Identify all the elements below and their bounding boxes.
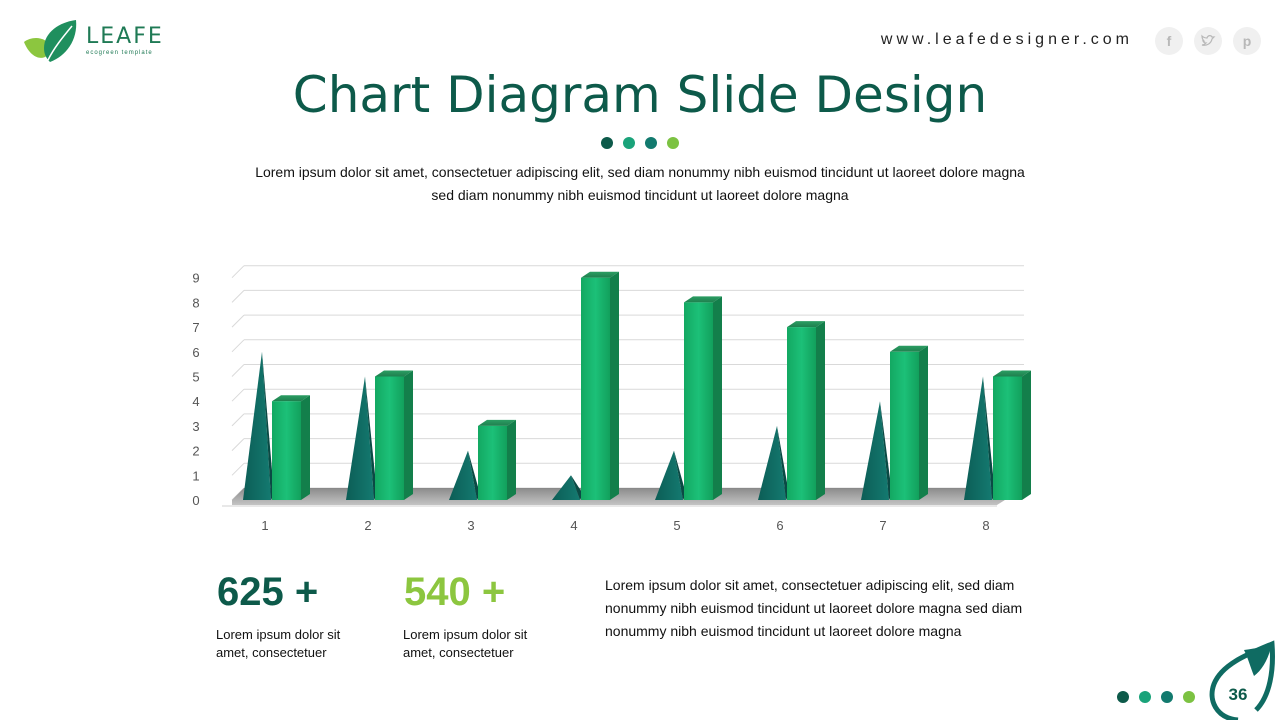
gridline-side xyxy=(231,413,245,427)
bar-mark xyxy=(581,277,610,500)
gridline-side xyxy=(231,438,245,451)
gridline-side xyxy=(231,314,245,328)
x-tick-label: 5 xyxy=(673,518,680,533)
footer-dot-4 xyxy=(1183,691,1195,703)
page-number: 36 xyxy=(1229,685,1248,704)
bar-mark xyxy=(375,376,404,500)
gridline-side xyxy=(231,462,245,476)
footer-dot-1 xyxy=(1117,691,1129,703)
y-tick-label: 9 xyxy=(192,271,199,286)
twitter-icon[interactable] xyxy=(1194,27,1222,55)
bar-side xyxy=(1022,370,1031,500)
bar-mark xyxy=(478,425,507,500)
bar-mark xyxy=(272,401,301,500)
bar-side xyxy=(301,395,310,500)
description-line-1: Lorem ipsum dolor sit amet, consectetuer… xyxy=(255,164,1025,180)
gridline-side xyxy=(231,364,245,377)
gridline-side xyxy=(231,388,245,402)
cone-mark xyxy=(449,450,477,500)
bar-side xyxy=(919,345,928,500)
website-url[interactable]: www.leafedesigner.com xyxy=(880,31,1133,48)
cone-mark xyxy=(346,376,374,500)
x-tick-label: 1 xyxy=(261,518,268,533)
cone-shadow xyxy=(365,376,377,500)
stat-value-1: 625 + xyxy=(217,570,319,614)
bar-top xyxy=(684,296,722,303)
cone-shadow xyxy=(880,401,892,500)
cone-shadow xyxy=(674,450,686,500)
cone-mark xyxy=(758,425,786,500)
bar-top xyxy=(993,370,1031,377)
cone-mark xyxy=(655,450,683,500)
bar-side xyxy=(816,321,825,500)
footer-dot-3 xyxy=(1161,691,1173,703)
stat-label-1: Lorem ipsum dolor sit amet, consectetuer xyxy=(216,627,341,660)
cone-mark xyxy=(861,401,889,500)
y-tick-label: 5 xyxy=(192,370,199,385)
stat-label-2: Lorem ipsum dolor sit amet, consectetuer xyxy=(403,627,528,660)
gridline-side xyxy=(231,265,245,279)
y-tick-label: 3 xyxy=(192,419,199,434)
y-tick-label: 1 xyxy=(192,468,199,483)
chart-floor xyxy=(232,488,1024,505)
bar-side xyxy=(610,271,619,500)
y-tick-label: 0 xyxy=(192,493,199,508)
bar-mark xyxy=(684,302,713,500)
bar-side xyxy=(713,296,722,500)
bar-mark xyxy=(993,376,1022,500)
bar-mark xyxy=(787,327,816,500)
bar-top xyxy=(375,370,413,377)
dot-2 xyxy=(623,137,635,149)
bar-top xyxy=(581,271,619,278)
y-tick-label: 7 xyxy=(192,320,199,335)
bar-mark xyxy=(890,351,919,500)
title-dots xyxy=(601,137,679,149)
y-tick-label: 8 xyxy=(192,295,199,310)
cone-shadow xyxy=(777,425,789,500)
gridline-side xyxy=(231,339,245,353)
gridline-side xyxy=(231,290,245,303)
slide-description: Lorem ipsum dolor sit amet, consectetuer… xyxy=(200,161,1080,207)
bar-top xyxy=(787,321,825,328)
bar-top xyxy=(272,395,310,402)
cone-mark xyxy=(552,475,580,500)
slide-title: Chart Diagram Slide Design xyxy=(292,66,988,124)
cone-mark xyxy=(243,351,271,500)
bar-top xyxy=(890,345,928,352)
y-tick-label: 6 xyxy=(192,345,199,360)
cone-shadow xyxy=(983,376,995,500)
body-paragraph: Lorem ipsum dolor sit amet, consectetuer… xyxy=(605,577,1023,639)
leafe-logo xyxy=(24,20,77,62)
x-tick-label: 4 xyxy=(570,518,577,533)
x-tick-label: 8 xyxy=(982,518,989,533)
x-tick-label: 7 xyxy=(879,518,886,533)
y-tick-label: 2 xyxy=(192,444,199,459)
pinterest-icon[interactable]: p xyxy=(1233,27,1261,55)
cone-shadow xyxy=(468,450,480,500)
footer-dots xyxy=(1117,691,1195,703)
dot-4 xyxy=(667,137,679,149)
brand-tagline: ecogreen template xyxy=(86,50,153,56)
dot-3 xyxy=(645,137,657,149)
description-line-2: sed diam nonummy nibh euismod tincidunt … xyxy=(431,187,849,203)
bar-top xyxy=(478,419,516,426)
cone-shadow xyxy=(262,351,274,500)
cone-shadow xyxy=(571,475,583,500)
y-tick-label: 4 xyxy=(192,394,199,409)
stat-value-2: 540 + xyxy=(404,570,506,614)
facebook-icon[interactable]: f xyxy=(1155,27,1183,55)
x-tick-label: 6 xyxy=(776,518,783,533)
brand-name: LEAFE xyxy=(86,24,164,49)
x-tick-label: 3 xyxy=(467,518,474,533)
cone-mark xyxy=(964,376,992,500)
bar-side xyxy=(404,370,413,500)
page-number-badge: 36 xyxy=(1209,640,1275,720)
x-tick-label: 2 xyxy=(364,518,371,533)
dot-1 xyxy=(601,137,613,149)
footer-dot-2 xyxy=(1139,691,1151,703)
bar-side xyxy=(507,419,516,500)
bar-chart: 0 1 2 3 4 5 6 7 8 9 1 2 3 4 5 6 7 8 xyxy=(192,265,1031,533)
